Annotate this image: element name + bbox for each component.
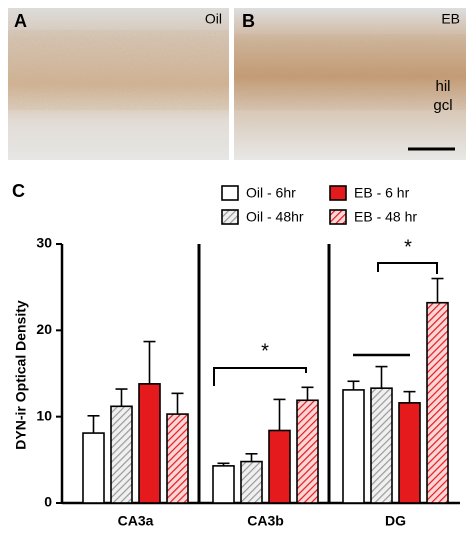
bar [426, 301, 449, 504]
y-tick-label: 30 [36, 235, 52, 251]
y-tick-label: 20 [36, 321, 52, 337]
legend-label: EB - 6 hr [354, 185, 410, 201]
bar [268, 429, 291, 504]
legend-swatch [329, 209, 347, 225]
bar [342, 389, 365, 504]
significance-marker: * [261, 340, 269, 362]
bar [138, 383, 161, 504]
bar [82, 432, 105, 504]
panel-label: A [14, 11, 27, 31]
bar [398, 402, 421, 504]
layer-label: hil [435, 78, 450, 95]
panel-label: C [12, 181, 25, 201]
significance-bracket [213, 367, 307, 386]
x-tick-label: CA3b [247, 513, 284, 529]
bar [166, 413, 189, 504]
x-tick-label: CA3a [118, 513, 154, 529]
y-axis-label: DYN-ir Optical Density [13, 300, 29, 450]
bar [240, 460, 263, 504]
y-tick-label: 0 [44, 494, 52, 510]
panel-label: B [242, 11, 255, 31]
legend-label: Oil - 6hr [246, 185, 296, 201]
bar [370, 387, 393, 504]
legend-label: Oil - 48hr [246, 209, 304, 225]
legend-swatch [221, 185, 239, 201]
micrograph-texture [234, 34, 466, 110]
micrograph-texture [8, 30, 229, 110]
legend-swatch [329, 185, 347, 201]
layer-label: gcl [433, 97, 452, 114]
significance-bracket [377, 262, 438, 274]
bar [212, 465, 235, 504]
bar [296, 399, 319, 504]
condition-label: EB [441, 11, 460, 27]
bar [110, 405, 133, 504]
legend-label: EB - 48 hr [354, 209, 417, 225]
legend-swatch [221, 209, 239, 225]
x-tick-label: DG [385, 513, 406, 529]
y-tick-label: 10 [36, 407, 52, 423]
condition-label: Oil [205, 11, 222, 27]
significance-marker: * [404, 236, 412, 258]
